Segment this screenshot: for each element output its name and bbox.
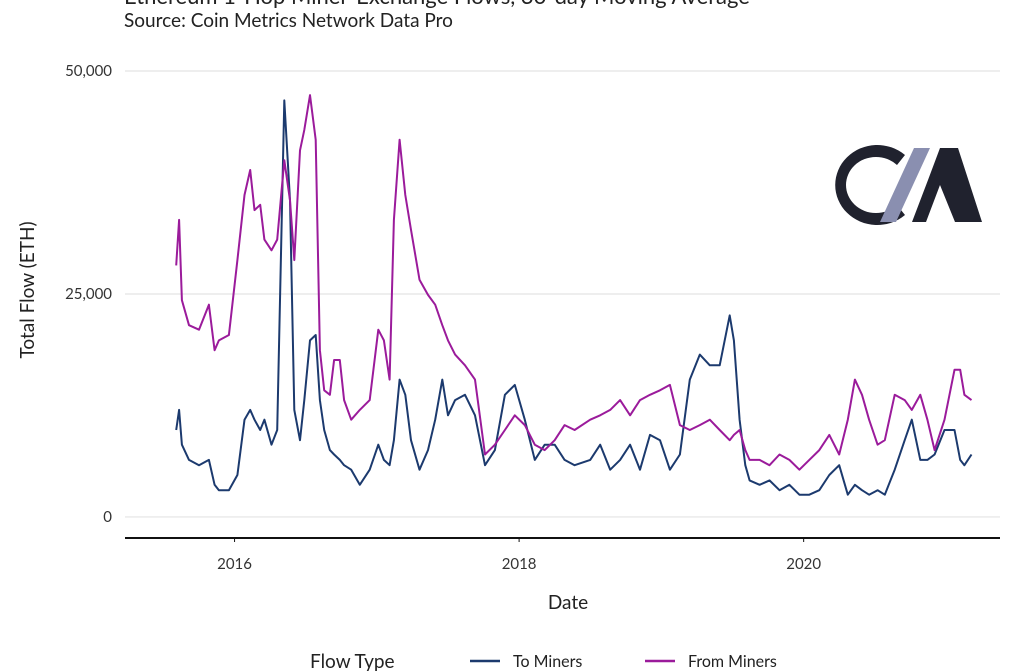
legend-label: From Miners [688, 652, 777, 671]
legend-title: Flow Type [310, 650, 395, 671]
x-tick-label: 2016 [217, 555, 252, 573]
chart-subtitle: Source: Coin Metrics Network Data Pro [124, 9, 453, 32]
y-axis-label: Total Flow (ETH) [16, 221, 39, 358]
series-line [175, 99, 973, 496]
y-tick-label: 0 [103, 508, 112, 526]
logo [835, 145, 982, 225]
chart-title: Ethereum 1-Hop Miner-Exchange Flows, 30-… [124, 0, 750, 9]
legend-label: To Miners [513, 652, 582, 671]
x-tick-label: 2020 [786, 555, 821, 573]
y-tick-label: 50,000 [65, 62, 112, 80]
x-tick-label: 2018 [502, 555, 537, 573]
y-tick-label: 25,000 [65, 285, 112, 303]
series-line [175, 94, 973, 471]
x-axis-label: Date [548, 591, 588, 614]
